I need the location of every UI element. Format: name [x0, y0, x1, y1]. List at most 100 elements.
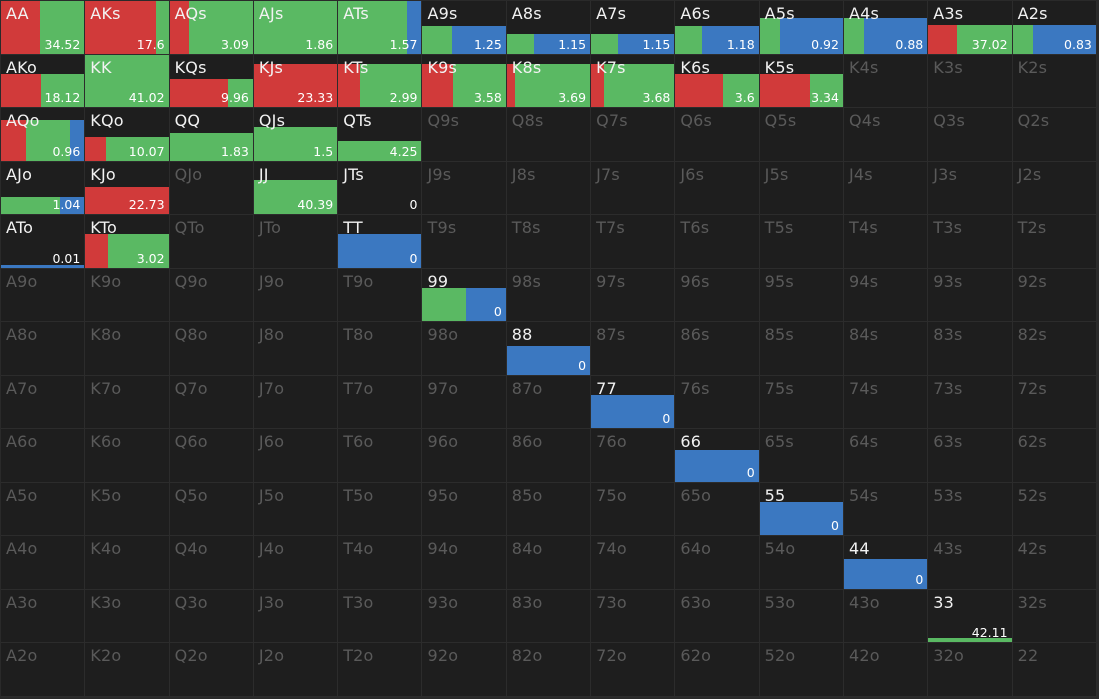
hand-cell-j6s[interactable]: J6s: [675, 161, 760, 215]
hand-cell-94o[interactable]: 94o: [422, 536, 507, 590]
hand-cell-k4o[interactable]: K4o: [85, 536, 170, 590]
hand-cell-k2s[interactable]: K2s: [1012, 54, 1097, 108]
hand-cell-33[interactable]: 33 42.11: [928, 589, 1013, 643]
hand-cell-73s[interactable]: 73s: [928, 375, 1013, 429]
hand-cell-q2o[interactable]: Q2o: [169, 643, 254, 697]
hand-cell-55[interactable]: 55 0: [759, 482, 844, 536]
hand-cell-t8o[interactable]: T8o: [338, 322, 423, 376]
hand-cell-74s[interactable]: 74s: [843, 375, 929, 429]
hand-cell-t4o[interactable]: T4o: [338, 536, 423, 590]
hand-cell-65o[interactable]: 65o: [675, 482, 760, 536]
hand-cell-j2o[interactable]: J2o: [253, 643, 339, 697]
hand-cell-82s[interactable]: 82s: [1012, 322, 1097, 376]
hand-cell-a2o[interactable]: A2o: [1, 643, 86, 697]
hand-cell-a9o[interactable]: A9o: [1, 268, 86, 322]
hand-cell-ajo[interactable]: AJo 1.04: [1, 161, 86, 215]
hand-cell-qjs[interactable]: QJs 1.5: [253, 108, 339, 162]
hand-cell-kjo[interactable]: KJo 22.73: [85, 161, 170, 215]
hand-cell-j9s[interactable]: J9s: [422, 161, 507, 215]
hand-cell-72s[interactable]: 72s: [1012, 375, 1097, 429]
hand-cell-83o[interactable]: 83o: [506, 589, 592, 643]
hand-cell-qto[interactable]: QTo: [169, 215, 254, 269]
hand-cell-jto[interactable]: JTo: [253, 215, 339, 269]
hand-cell-a6s[interactable]: A6s 1.18: [675, 1, 760, 55]
hand-cell-53o[interactable]: 53o: [759, 589, 844, 643]
hand-cell-63o[interactable]: 63o: [675, 589, 760, 643]
hand-cell-86o[interactable]: 86o: [506, 429, 592, 483]
hand-cell-93o[interactable]: 93o: [422, 589, 507, 643]
hand-cell-qq[interactable]: QQ 1.83: [169, 108, 254, 162]
hand-cell-t9s[interactable]: T9s: [422, 215, 507, 269]
hand-cell-k7s[interactable]: K7s 3.68: [591, 54, 676, 108]
hand-cell-63s[interactable]: 63s: [928, 429, 1013, 483]
hand-cell-72o[interactable]: 72o: [591, 643, 676, 697]
hand-cell-a9s[interactable]: A9s 1.25: [422, 1, 507, 55]
hand-cell-qjo[interactable]: QJo: [169, 161, 254, 215]
hand-cell-64o[interactable]: 64o: [675, 536, 760, 590]
hand-cell-q2s[interactable]: Q2s: [1012, 108, 1097, 162]
hand-cell-j3o[interactable]: J3o: [253, 589, 339, 643]
hand-cell-j8o[interactable]: J8o: [253, 322, 339, 376]
hand-cell-85s[interactable]: 85s: [759, 322, 844, 376]
hand-cell-t3s[interactable]: T3s: [928, 215, 1013, 269]
hand-cell-k5o[interactable]: K5o: [85, 482, 170, 536]
hand-cell-a3o[interactable]: A3o: [1, 589, 86, 643]
hand-cell-q5o[interactable]: Q5o: [169, 482, 254, 536]
hand-cell-t6o[interactable]: T6o: [338, 429, 423, 483]
hand-cell-t7o[interactable]: T7o: [338, 375, 423, 429]
hand-cell-65s[interactable]: 65s: [759, 429, 844, 483]
hand-cell-77[interactable]: 77 0: [591, 375, 676, 429]
hand-cell-kqo[interactable]: KQo 10.07: [85, 108, 170, 162]
hand-cell-j3s[interactable]: J3s: [928, 161, 1013, 215]
hand-cell-q3s[interactable]: Q3s: [928, 108, 1013, 162]
hand-cell-k5s[interactable]: K5s 3.34: [759, 54, 844, 108]
hand-cell-t5o[interactable]: T5o: [338, 482, 423, 536]
hand-cell-64s[interactable]: 64s: [843, 429, 929, 483]
hand-cell-ats[interactable]: ATs 1.57: [338, 1, 423, 55]
hand-cell-aqo[interactable]: AQo 0.96: [1, 108, 86, 162]
hand-cell-92o[interactable]: 92o: [422, 643, 507, 697]
hand-cell-j2s[interactable]: J2s: [1012, 161, 1097, 215]
hand-cell-52o[interactable]: 52o: [759, 643, 844, 697]
hand-cell-76o[interactable]: 76o: [591, 429, 676, 483]
hand-cell-96o[interactable]: 96o: [422, 429, 507, 483]
hand-cell-k9s[interactable]: K9s 3.58: [422, 54, 507, 108]
hand-cell-66[interactable]: 66 0: [675, 429, 760, 483]
hand-cell-t3o[interactable]: T3o: [338, 589, 423, 643]
hand-cell-q4s[interactable]: Q4s: [843, 108, 929, 162]
hand-cell-88[interactable]: 88 0: [506, 322, 592, 376]
hand-cell-t2o[interactable]: T2o: [338, 643, 423, 697]
hand-cell-85o[interactable]: 85o: [506, 482, 592, 536]
hand-cell-54o[interactable]: 54o: [759, 536, 844, 590]
hand-cell-q8o[interactable]: Q8o: [169, 322, 254, 376]
hand-cell-42s[interactable]: 42s: [1012, 536, 1097, 590]
hand-cell-a7o[interactable]: A7o: [1, 375, 86, 429]
hand-cell-q7s[interactable]: Q7s: [591, 108, 676, 162]
hand-cell-52s[interactable]: 52s: [1012, 482, 1097, 536]
hand-cell-96s[interactable]: 96s: [675, 268, 760, 322]
hand-cell-k6s[interactable]: K6s 3.6: [675, 54, 760, 108]
hand-cell-62o[interactable]: 62o: [675, 643, 760, 697]
hand-cell-qts[interactable]: QTs 4.25: [338, 108, 423, 162]
hand-cell-87o[interactable]: 87o: [506, 375, 592, 429]
hand-cell-j5s[interactable]: J5s: [759, 161, 844, 215]
hand-cell-jts[interactable]: JTs 0: [338, 161, 423, 215]
hand-cell-22[interactable]: 22: [1012, 643, 1097, 697]
hand-cell-a7s[interactable]: A7s 1.15: [591, 1, 676, 55]
hand-cell-k3o[interactable]: K3o: [85, 589, 170, 643]
hand-cell-q6s[interactable]: Q6s: [675, 108, 760, 162]
hand-cell-ajs[interactable]: AJs 1.86: [253, 1, 339, 55]
hand-cell-q6o[interactable]: Q6o: [169, 429, 254, 483]
hand-cell-84s[interactable]: 84s: [843, 322, 929, 376]
hand-cell-a3s[interactable]: A3s 37.02: [928, 1, 1013, 55]
hand-cell-75o[interactable]: 75o: [591, 482, 676, 536]
hand-cell-ato[interactable]: ATo 0.01: [1, 215, 86, 269]
hand-cell-95o[interactable]: 95o: [422, 482, 507, 536]
hand-cell-t6s[interactable]: T6s: [675, 215, 760, 269]
hand-cell-k8s[interactable]: K8s 3.69: [506, 54, 592, 108]
hand-cell-aa[interactable]: AA 34.52: [1, 1, 86, 55]
hand-cell-95s[interactable]: 95s: [759, 268, 844, 322]
hand-cell-t9o[interactable]: T9o: [338, 268, 423, 322]
hand-cell-ako[interactable]: AKo 18.12: [1, 54, 86, 108]
hand-cell-a5s[interactable]: A5s 0.92: [759, 1, 844, 55]
